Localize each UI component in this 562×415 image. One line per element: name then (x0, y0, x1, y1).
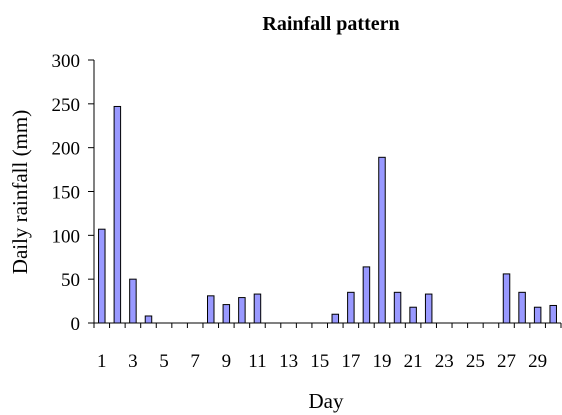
bar-day-21 (409, 306, 417, 324)
bar-day-27 (502, 273, 511, 324)
y-tick-label: 100 (52, 226, 81, 247)
x-tick-label: 11 (248, 351, 266, 372)
y-axis-title: Daily rainfall (mm) (8, 110, 32, 274)
bar-day-18 (362, 266, 371, 324)
x-tick-label: 13 (279, 351, 298, 372)
bar-day-10 (238, 297, 246, 324)
y-tick-label: 200 (52, 139, 81, 160)
x-tick-label: 23 (435, 351, 454, 372)
x-tick-label: 19 (372, 351, 391, 372)
x-tick-label: 21 (404, 351, 423, 372)
x-tick-label: 25 (466, 351, 485, 372)
x-tick-label: 27 (497, 351, 516, 372)
y-tick-label: 50 (61, 270, 80, 291)
y-axis: 0 50 100 150 200 250 300 (52, 51, 95, 335)
chart-title: Rainfall pattern (262, 13, 399, 35)
y-tick-label: 150 (52, 183, 81, 204)
x-tick-label: 17 (341, 351, 360, 372)
x-axis-title: Day (309, 389, 344, 413)
bar-day-2 (113, 105, 122, 324)
x-tick-label: 1 (97, 351, 107, 372)
bar-day-11 (253, 293, 262, 324)
y-tick-label: 0 (71, 314, 81, 335)
bar-day-20 (393, 291, 402, 324)
x-tick-label: 29 (528, 351, 547, 372)
x-tick-label: 9 (222, 351, 232, 372)
y-tick-label: 300 (52, 51, 81, 72)
bar-day-3 (129, 278, 137, 324)
bar-day-9 (222, 304, 231, 324)
x-tick-label: 7 (190, 351, 200, 372)
y-tick-label: 250 (52, 95, 81, 116)
bar-day-17 (347, 291, 355, 324)
bar-day-19 (378, 156, 386, 324)
bar-day-4 (144, 315, 153, 324)
bar-day-29 (533, 306, 542, 324)
x-tick-label: 5 (159, 351, 169, 372)
bar-day-22 (424, 293, 433, 324)
bars (98, 105, 557, 324)
bar-day-28 (518, 291, 526, 324)
bar-day-1 (98, 228, 106, 324)
x-axis: 1 3 5 7 9 11 13 15 17 19 21 23 25 27 29 (93, 322, 562, 372)
x-tick-label: 3 (128, 351, 138, 372)
bar-day-8 (207, 295, 215, 324)
bar-day-30 (549, 304, 557, 324)
bar-day-16 (331, 313, 340, 324)
x-tick-label: 15 (310, 351, 329, 372)
